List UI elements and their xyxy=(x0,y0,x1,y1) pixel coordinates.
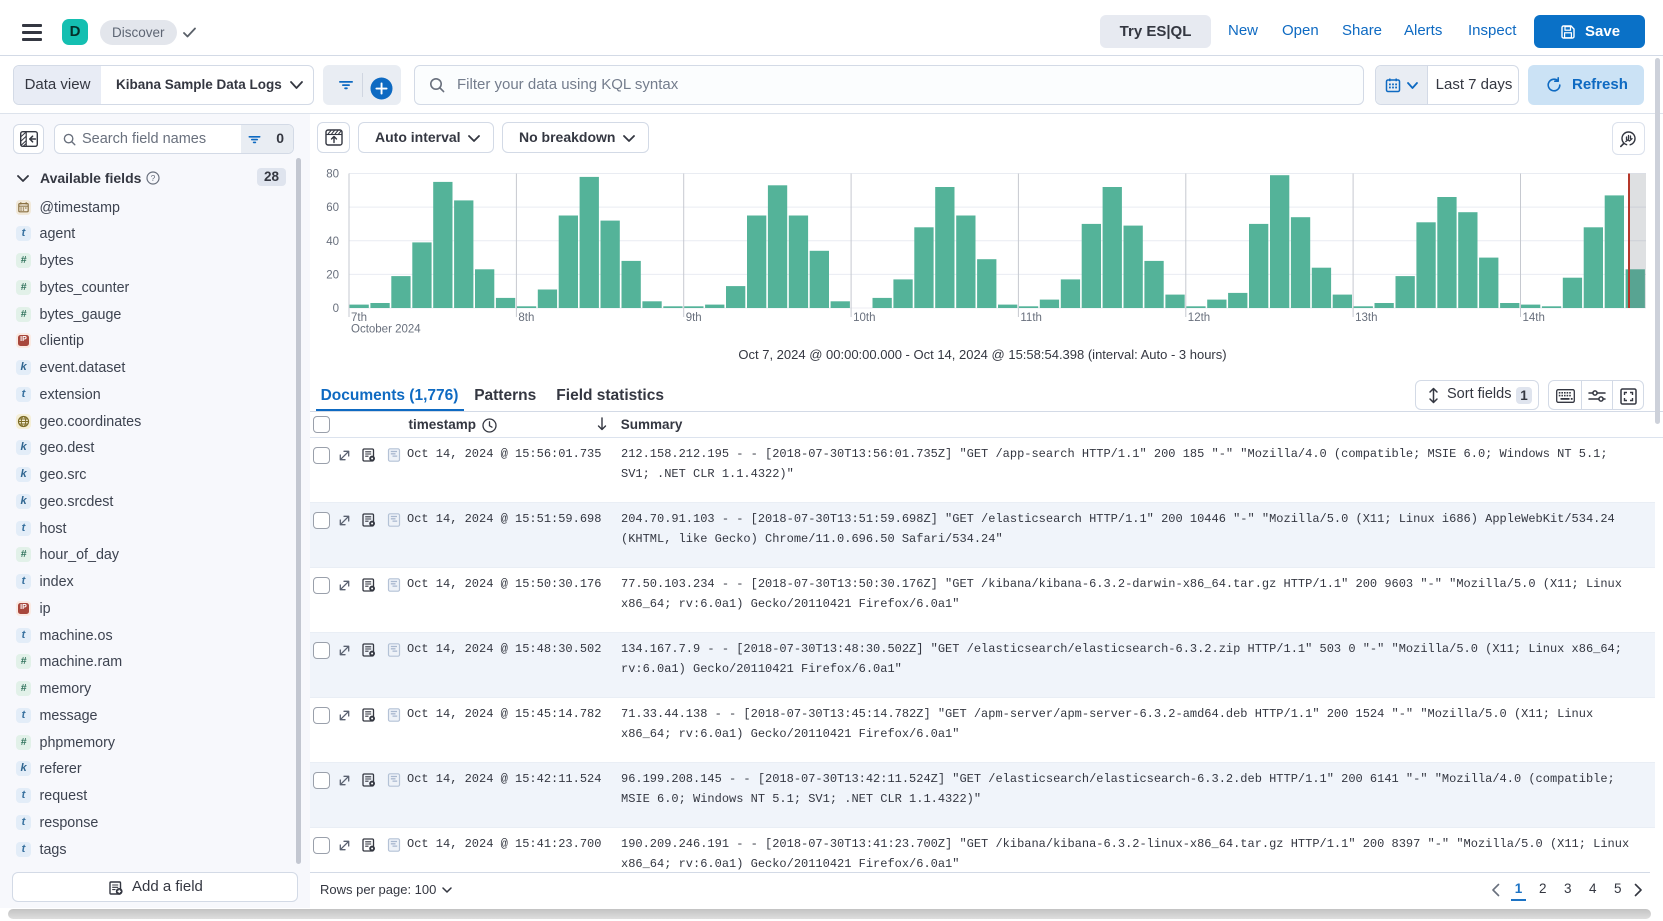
svg-text:October 2024: October 2024 xyxy=(351,324,421,336)
svg-text:80: 80 xyxy=(326,169,339,181)
svg-text:60: 60 xyxy=(326,202,339,214)
svg-text:20: 20 xyxy=(326,269,339,281)
svg-text:14th: 14th xyxy=(1523,312,1545,324)
svg-text:12th: 12th xyxy=(1188,312,1210,324)
svg-text:11th: 11th xyxy=(1020,312,1042,324)
svg-text:13th: 13th xyxy=(1355,312,1377,324)
svg-text:10th: 10th xyxy=(853,312,875,324)
svg-text:9th: 9th xyxy=(686,312,702,324)
svg-text:8th: 8th xyxy=(518,312,534,324)
svg-text:40: 40 xyxy=(326,236,339,248)
svg-text:0: 0 xyxy=(333,303,339,315)
svg-text:?: ? xyxy=(151,173,156,183)
svg-text:7th: 7th xyxy=(351,312,367,324)
